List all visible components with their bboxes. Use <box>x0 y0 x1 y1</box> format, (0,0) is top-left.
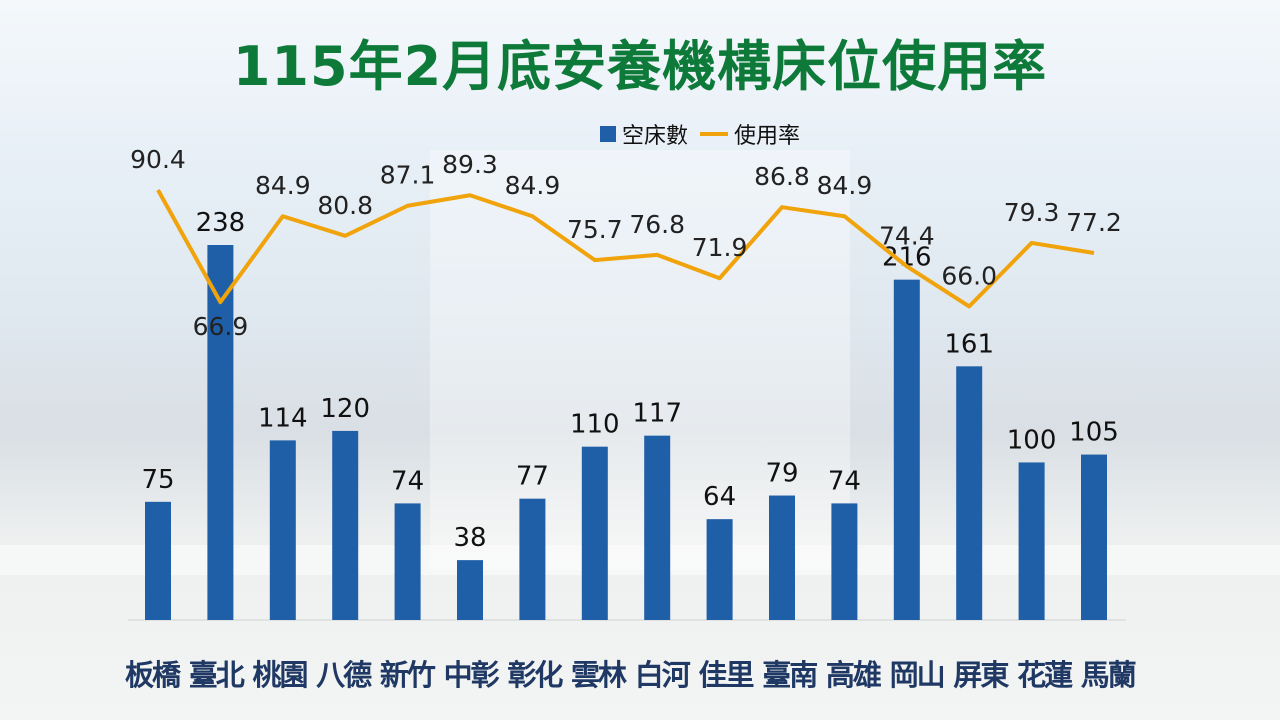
legend-bar-swatch <box>600 126 616 142</box>
line-value-label: 90.4 <box>130 145 186 174</box>
bar <box>1018 462 1045 620</box>
legend-bar-label: 空床數 <box>622 124 689 149</box>
x-axis-labels: 板橋 臺北 桃園 八德 新竹 中彰 彰化 雲林 白河 佳里 臺南 高雄 岡山 屏東 花蓮 馬蘭 <box>125 652 1137 694</box>
bar <box>394 503 421 620</box>
x-tick-label: 中彰 <box>443 658 500 692</box>
bar-value-label: 100 <box>1007 425 1057 455</box>
line-value-label: 77.2 <box>1066 208 1122 237</box>
usage-rate-line <box>156 189 1095 309</box>
x-tick-label: 板橋 <box>125 658 181 692</box>
bar <box>831 503 858 620</box>
bar <box>893 279 920 620</box>
legend: 空床數 使用率 <box>600 118 800 150</box>
bar <box>644 435 671 620</box>
x-tick-label: 屏東 <box>953 658 1009 692</box>
bar <box>332 430 359 620</box>
bar-value-label: 77 <box>516 462 549 492</box>
x-tick-label: 花蓮 <box>1017 658 1073 692</box>
line-value-label: 66.9 <box>193 312 249 341</box>
line-value-label: 74.4 <box>879 221 935 250</box>
bar <box>706 519 733 620</box>
line-value-label: 66.0 <box>941 261 997 290</box>
x-tick-label: 新竹 <box>379 658 436 692</box>
x-tick-label: 白河 <box>634 658 691 692</box>
line-value-label: 84.9 <box>255 171 311 200</box>
bar <box>519 498 546 620</box>
x-tick-label: 雲林 <box>571 658 627 692</box>
x-tick-label: 桃園 <box>252 658 308 692</box>
bar-value-label: 117 <box>632 399 682 429</box>
line-value-label: 89.3 <box>442 150 498 179</box>
bar <box>269 440 296 620</box>
bar-value-label: 238 <box>196 208 246 238</box>
line-value-label: 79.3 <box>1004 198 1060 227</box>
x-tick-label: 佳里 <box>698 658 754 692</box>
bar <box>1081 454 1107 620</box>
x-tick-label: 八德 <box>316 658 372 692</box>
line-value-label: 86.8 <box>754 162 810 191</box>
bar-value-label: 74 <box>828 466 861 496</box>
x-tick-label: 高雄 <box>825 658 882 692</box>
bar <box>581 446 608 620</box>
bar <box>145 501 171 620</box>
x-tick-label: 岡山 <box>889 658 946 692</box>
x-tick-label: 臺南 <box>762 658 818 692</box>
chart-title: 115年2月底安養機構床位使用率 <box>232 35 1048 98</box>
bar-value-label: 105 <box>1069 418 1119 448</box>
bar-value-label: 110 <box>570 410 620 440</box>
line-value-label: 71.9 <box>692 233 748 262</box>
bar-value-label: 38 <box>453 523 486 553</box>
bar <box>457 560 483 620</box>
line-value-label: 80.8 <box>317 191 373 220</box>
x-tick-label: 彰化 <box>507 658 563 692</box>
legend-line-label: 使用率 <box>734 124 801 149</box>
x-tick-label: 臺北 <box>188 658 245 692</box>
line-value-label: 84.9 <box>817 171 873 200</box>
bar-value-label: 120 <box>320 394 370 424</box>
bar-value-label: 75 <box>141 465 174 495</box>
line-value-label: 84.9 <box>505 171 561 200</box>
line-value-label: 87.1 <box>380 161 436 190</box>
bar-value-label: 161 <box>944 329 994 359</box>
bar-value-label: 64 <box>703 482 736 512</box>
line-value-label: 75.7 <box>567 215 623 244</box>
legend-line-swatch <box>700 132 729 136</box>
bar-value-label: 79 <box>765 459 798 489</box>
bar-value-label: 74 <box>391 466 424 496</box>
x-tick-label: 馬蘭 <box>1080 658 1137 692</box>
bar <box>207 245 234 620</box>
bar <box>769 495 795 620</box>
bar-value-label: 114 <box>258 403 308 433</box>
bar <box>956 366 983 620</box>
line-value-label: 76.8 <box>629 210 685 239</box>
